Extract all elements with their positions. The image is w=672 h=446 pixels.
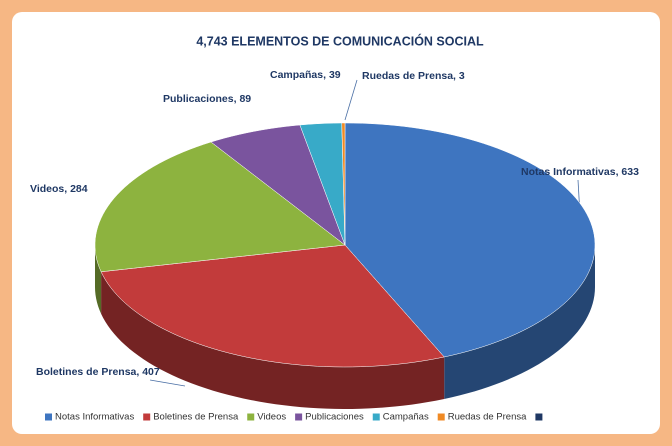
legend-label: Boletines de Prensa [153,412,239,423]
data-label: Boletines de Prensa, 407 [36,366,160,378]
legend-swatch [372,413,380,421]
legend-label: Notas Informativas [55,412,134,423]
slice [100,244,445,368]
legend-swatch [45,413,52,421]
data-label: Notas Informativas, 633 [521,166,639,178]
legend-label: Videos [257,412,286,423]
slice [341,122,346,246]
slice [210,124,346,246]
legend-swatch [437,413,445,421]
data-label: Publicaciones, 89 [163,93,251,105]
legend-label: Campañas [383,412,429,423]
slice [299,122,346,246]
pie-sides [95,245,595,409]
leader-line [149,379,186,387]
chart-title: 4,743 ELEMENTOS DE COMUNICACIÓN SOCIAL [196,33,484,48]
leader-line [344,79,358,121]
legend-swatch [535,413,543,421]
slice [94,141,346,273]
pie-tops [94,122,596,368]
data-label: Campañas, 39 [270,69,341,81]
data-label: Ruedas de Prensa, 3 [362,70,465,82]
slice-side [95,245,102,314]
data-label: Videos, 284 [30,183,88,195]
legend-swatch [295,413,303,421]
legend-swatch [247,413,255,421]
legend-label: Ruedas de Prensa [448,412,527,423]
slice-side [101,271,445,409]
slice-side [444,245,595,399]
slice [344,122,596,358]
legend-label: Publicaciones [305,412,364,423]
legend-swatch [143,413,151,421]
